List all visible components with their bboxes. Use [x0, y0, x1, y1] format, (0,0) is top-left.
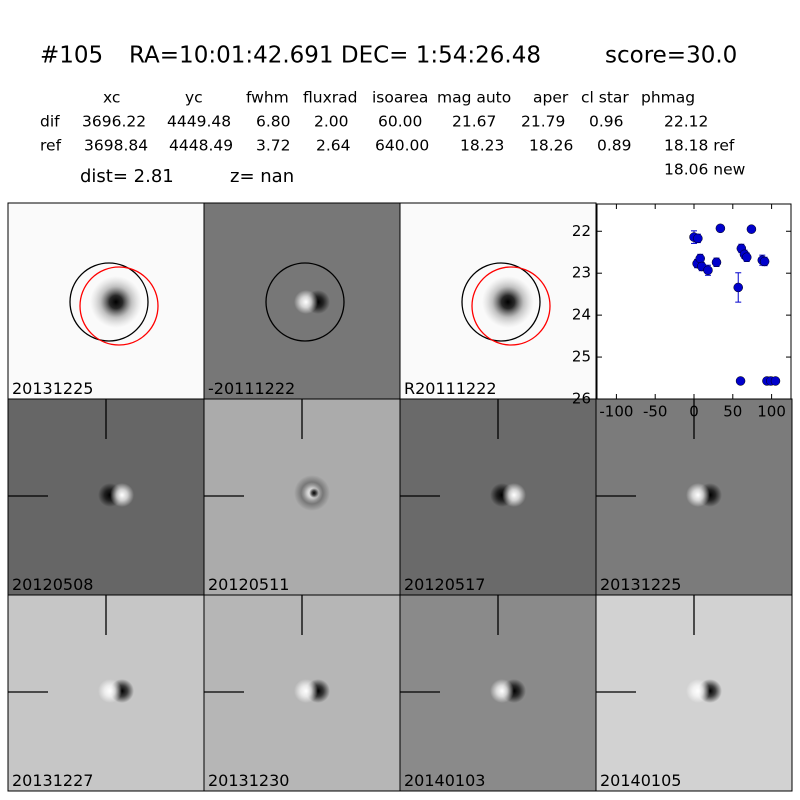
- table-cell: 22.12: [664, 113, 708, 131]
- stamp: R20111222: [399, 202, 597, 400]
- stamp-label: 20131225: [12, 379, 93, 398]
- column-header: fluxrad: [303, 89, 357, 107]
- data-point: [770, 376, 781, 386]
- column-header: xc: [103, 89, 120, 107]
- y-tick-label: 25: [572, 348, 591, 366]
- stamp: 20131227: [7, 594, 205, 792]
- stamp-label: 20140103: [404, 771, 485, 790]
- aperture-ref: [471, 266, 551, 346]
- stamp: 20140105: [595, 594, 793, 792]
- dipole-light: [686, 679, 710, 703]
- column-header: yc: [185, 89, 203, 107]
- data-point: [711, 257, 722, 268]
- table-cell: 3696.22: [82, 113, 146, 131]
- core: [309, 488, 319, 498]
- coordinates: RA=10:01:42.691 DEC= 1:54:26.48: [129, 43, 541, 69]
- stamp: 20140103: [399, 594, 597, 792]
- table-cell: 21.79: [521, 113, 565, 131]
- stamp-label: 20120517: [404, 575, 485, 594]
- redshift: z= nan: [230, 166, 294, 187]
- column-header: mag auto: [437, 89, 511, 107]
- new-mag: 18.06 new: [664, 161, 746, 179]
- stamp-label: 20120511: [208, 575, 289, 594]
- dipole-light: [110, 483, 134, 507]
- table-cell: 2.00: [314, 113, 349, 131]
- dipole-light: [490, 679, 514, 703]
- data-point: [733, 282, 743, 293]
- table-cell: 4448.49: [169, 137, 233, 155]
- table-cell: 0.96: [589, 113, 624, 131]
- candidate-id: #105: [40, 43, 103, 69]
- stamp: 20131225: [7, 202, 205, 400]
- data-point: [735, 376, 746, 386]
- stamp-label: 20140105: [600, 771, 681, 790]
- stamp-label: -20111222: [208, 379, 295, 398]
- data-point: [693, 233, 703, 244]
- x-tick-label: 100: [757, 403, 786, 421]
- x-tick-label: -100: [599, 403, 633, 421]
- data-point: [695, 253, 705, 264]
- table-cell: 0.89: [597, 137, 632, 155]
- table-cell: 3698.84: [84, 137, 148, 155]
- source: [90, 276, 142, 328]
- table-cell: 2.64: [316, 137, 351, 155]
- stamp: 20131230: [203, 594, 401, 792]
- data-point: [703, 265, 713, 276]
- stamp: 20120511: [203, 398, 401, 596]
- y-tick-label: 22: [572, 222, 591, 240]
- table-cell: 6.80: [256, 113, 291, 131]
- source: [482, 276, 534, 328]
- x-tick-label: 50: [723, 403, 742, 421]
- table-cell: 60.00: [378, 113, 422, 131]
- column-header: isoarea: [372, 89, 428, 107]
- table-cell: 3.72: [256, 137, 291, 155]
- table-cell: 640.00: [375, 137, 429, 155]
- data-point: [746, 224, 757, 234]
- stamp-label: 20131227: [12, 771, 93, 790]
- y-tick-label: 26: [572, 390, 591, 408]
- x-tick-label: -50: [643, 403, 668, 421]
- table-cell: 4449.48: [167, 113, 231, 131]
- x-tick-label: 0: [689, 403, 699, 421]
- table-cell: 21.67: [452, 113, 496, 131]
- stamp: 20131225: [595, 398, 793, 596]
- stamp: 20120517: [399, 398, 597, 596]
- column-header: aper: [533, 89, 569, 107]
- data-point: [742, 252, 752, 263]
- row-label: ref: [40, 137, 62, 155]
- y-tick-label: 24: [572, 306, 591, 324]
- dipole-light: [686, 483, 710, 507]
- plot-frame: [596, 203, 792, 400]
- table-cell: 18.18 ref: [664, 137, 735, 155]
- y-tick-label: 23: [572, 264, 591, 282]
- column-header: phmag: [641, 89, 695, 107]
- stamp-label: 20131225: [600, 575, 681, 594]
- data-point: [715, 223, 726, 234]
- score: score=30.0: [605, 43, 737, 69]
- distance: dist= 2.81: [80, 166, 174, 187]
- stamp: -20111222: [203, 202, 401, 400]
- data-point: [759, 256, 770, 267]
- stamp: 20120508: [7, 398, 205, 596]
- table-cell: 18.23: [460, 137, 504, 155]
- aperture: [265, 262, 345, 342]
- dipole-light: [98, 679, 122, 703]
- column-header: cl star: [581, 89, 629, 107]
- dipole-light: [294, 679, 318, 703]
- dipole-light: [502, 483, 526, 507]
- stamp-label: R20111222: [404, 379, 497, 398]
- aperture: [461, 262, 541, 342]
- dipole-light: [294, 290, 318, 314]
- stamp-label: 20131230: [208, 771, 289, 790]
- aperture: [69, 262, 149, 342]
- aperture-ref: [79, 266, 159, 346]
- stamp-frame: [595, 594, 793, 792]
- stamp-label: 20120508: [12, 575, 93, 594]
- table-cell: 18.26: [529, 137, 573, 155]
- row-label: dif: [40, 113, 60, 131]
- column-header: fwhm: [246, 89, 289, 107]
